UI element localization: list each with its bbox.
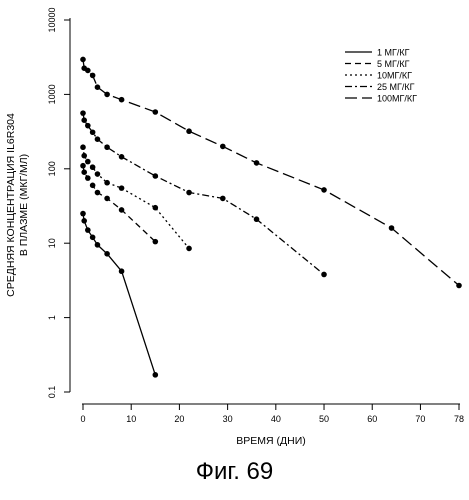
legend-label: 1 МГ/КГ [377, 48, 410, 58]
data-point [186, 189, 192, 196]
x-tick-label: 60 [367, 414, 377, 424]
data-point [89, 129, 96, 136]
data-point [80, 210, 86, 217]
data-point [219, 195, 226, 202]
y-tick-label: 10000 [47, 7, 57, 32]
x-tick-label: 30 [223, 414, 233, 424]
x-tick-label: 10 [126, 414, 136, 424]
y-tick-label: 1 [47, 315, 57, 320]
data-point [152, 173, 159, 179]
y-axis-title-line2: В ПЛАЗМЕ (МКГ/МЛ) [18, 154, 30, 256]
data-point [118, 96, 125, 103]
data-point [81, 218, 88, 224]
data-point [94, 171, 101, 177]
data-point [89, 164, 96, 171]
y-axis-title-line1: СРЕДНЯЯ КОНЦЕНТРАЦИЯ IL6R304 [5, 113, 17, 297]
series-line [82, 147, 190, 249]
data-point [104, 179, 110, 186]
y-ticks: 0.1 1 10 100 1000 10000 [47, 7, 70, 398]
x-axis-title: ВРЕМЯ (ДНИ) [236, 435, 306, 447]
data-point [104, 91, 110, 98]
series-4 [80, 110, 327, 278]
data-point [321, 271, 327, 278]
data-point [81, 169, 88, 176]
series-3 [80, 144, 192, 252]
data-point [456, 282, 462, 289]
series-2 [80, 162, 159, 245]
figure-caption: Фиг. 69 [195, 458, 274, 485]
data-point [118, 185, 125, 191]
x-tick-label: 70 [415, 414, 425, 424]
legend-label: 5 МГ/КГ [377, 59, 410, 69]
data-point [89, 234, 96, 241]
data-point [186, 245, 192, 252]
data-point [104, 195, 110, 202]
legend-label: 10МГ/КГ [377, 71, 412, 81]
data-point [152, 238, 159, 245]
y-tick-label: 0.1 [47, 386, 57, 399]
data-point [186, 128, 192, 135]
data-point [152, 204, 159, 211]
data-point [89, 182, 96, 189]
x-axis: 0 10 20 30 40 50 60 70 78 ВРЕМЯ (ДНИ) [80, 403, 464, 447]
data-point [118, 207, 125, 213]
data-point [80, 56, 86, 63]
series-line [82, 112, 325, 276]
data-point [253, 216, 260, 223]
y-tick-label: 100 [47, 161, 57, 176]
data-point [80, 144, 86, 151]
data-point [219, 143, 226, 150]
data-point [94, 189, 101, 196]
series-1 [80, 210, 159, 378]
data-point [253, 160, 260, 166]
data-point [118, 268, 125, 275]
x-tick-label: 0 [80, 414, 85, 424]
data-point [85, 175, 91, 181]
x-tick-label: 40 [271, 414, 281, 424]
data-point [94, 242, 101, 248]
x-tick-label: 50 [319, 414, 329, 424]
data-point [152, 109, 159, 115]
legend-label: 25 МГ/КГ [377, 82, 415, 92]
x-tick-label: 20 [174, 414, 184, 424]
series-line [82, 165, 156, 243]
data-point [388, 225, 395, 231]
data-point [85, 158, 91, 165]
data-point [104, 144, 110, 151]
legend-label: 100МГ/КГ [377, 94, 417, 104]
series-5 [80, 56, 462, 289]
y-tick-label: 10 [47, 238, 57, 248]
series-layer [80, 56, 462, 378]
y-axis: 0.1 1 10 100 1000 10000 СРЕДНЯЯ КОНЦЕНТРАЦИЯ … [5, 7, 71, 398]
data-point [85, 227, 91, 233]
data-point [118, 153, 125, 160]
data-point [94, 84, 101, 90]
x-ticks: 0 10 20 30 40 50 60 70 78 [80, 404, 464, 424]
y-tick-label: 1000 [47, 84, 57, 104]
series-line [82, 59, 460, 286]
data-point [85, 67, 91, 74]
data-point [81, 152, 88, 159]
data-point [80, 110, 86, 116]
data-point [104, 251, 110, 257]
data-point [80, 162, 86, 169]
x-tick-label: 78 [454, 414, 464, 424]
data-point [94, 136, 101, 142]
data-point [85, 122, 91, 129]
data-point [152, 372, 159, 378]
data-point [89, 72, 96, 79]
data-point [321, 187, 327, 193]
data-point [81, 117, 88, 124]
